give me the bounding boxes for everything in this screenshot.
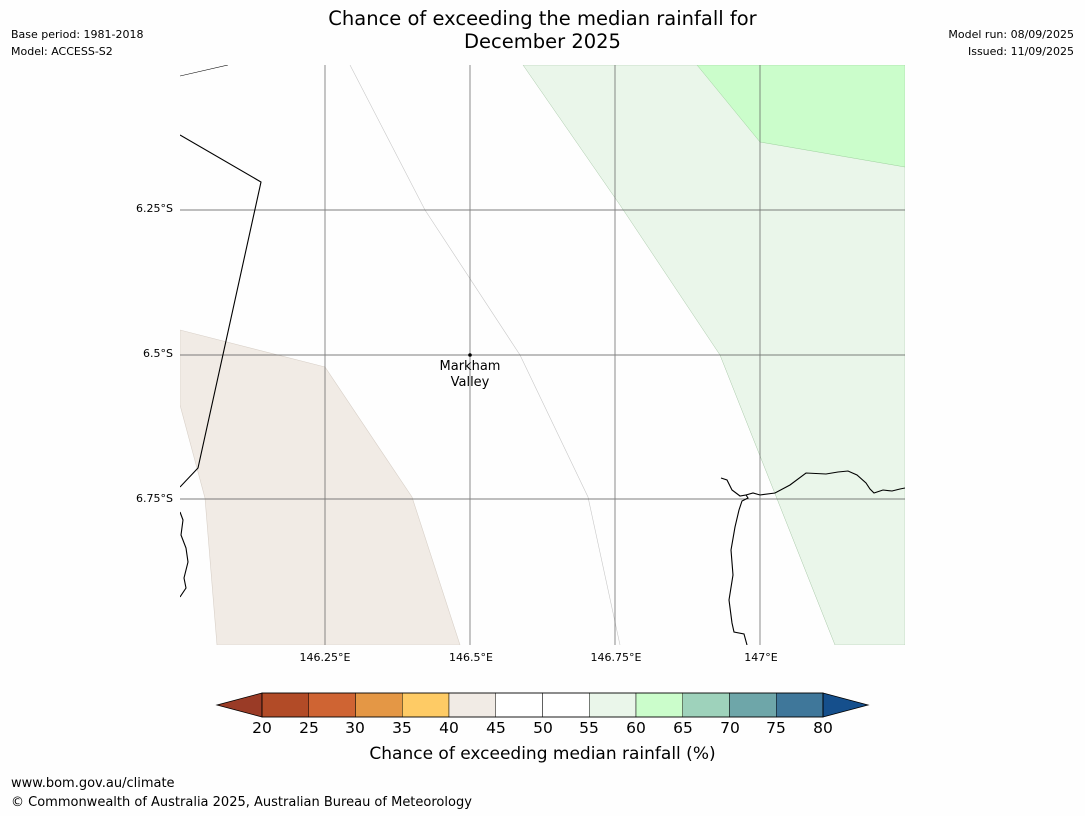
colorbar-bin-10 — [729, 692, 777, 718]
lat-label-6-25: 6.25°S — [136, 202, 173, 215]
colorbar-tick-50: 50 — [533, 719, 553, 737]
colorbar-bin-1 — [308, 692, 356, 718]
place-marker-dot — [468, 353, 472, 357]
colorbar-label: Chance of exceeding median rainfall (%) — [369, 744, 716, 764]
model-run-text: Model run: 08/09/2025 — [948, 28, 1074, 41]
colorbar-tick-40: 40 — [439, 719, 459, 737]
lon-label-146-75: 146.75°E — [590, 651, 642, 664]
map-title: Chance of exceeding the median rainfall … — [0, 7, 1085, 53]
colorbar-bin-4 — [448, 692, 496, 718]
coastline-right-north — [745, 470, 905, 496]
footer-website: www.bom.gov.au/climate — [11, 776, 175, 791]
colorbar-over-arrow — [822, 692, 870, 718]
colorbar-bin-11 — [776, 692, 824, 718]
map-title-line1: Chance of exceeding the median rainfall … — [328, 7, 757, 30]
region-40-45 — [180, 329, 461, 645]
lat-label-6-75: 6.75°S — [136, 492, 173, 505]
colorbar-outline — [261, 692, 824, 718]
footer: www.bom.gov.au/climate © Commonwealth of… — [11, 774, 472, 812]
colorbar-bin-2 — [355, 692, 403, 718]
colorbar-bin-3 — [402, 692, 450, 718]
issued-text: Issued: 11/09/2025 — [967, 45, 1074, 58]
colorbar-tick-70: 70 — [720, 719, 740, 737]
region-60-65 — [696, 65, 905, 168]
region-boundary-line — [180, 134, 262, 488]
map-panel — [180, 65, 905, 645]
lon-label-147: 147°E — [744, 651, 778, 664]
colorbar-tick-20: 20 — [252, 719, 272, 737]
colorbar-tick-45: 45 — [486, 719, 506, 737]
map-svg — [180, 65, 905, 645]
colorbar-bin-0 — [261, 692, 309, 718]
lon-label-146-25: 146.25°E — [299, 651, 351, 664]
colorbar — [215, 692, 870, 718]
map-title-line2: December 2025 — [464, 30, 621, 53]
lat-label-6-5: 6.5°S — [143, 347, 173, 360]
colorbar-bin-9 — [682, 692, 730, 718]
colorbar-tick-25: 25 — [299, 719, 319, 737]
place-label: Markham Valley — [410, 359, 530, 391]
boundary-top-fragment — [180, 65, 229, 77]
colorbar-tick-60: 60 — [626, 719, 646, 737]
colorbar-tick-55: 55 — [579, 719, 599, 737]
colorbar-tick-65: 65 — [673, 719, 693, 737]
coastline-left — [180, 511, 189, 598]
boundaries — [180, 65, 905, 645]
model-text: Model: ACCESS-S2 — [11, 45, 113, 58]
coastline-right — [720, 477, 749, 645]
base-period-text: Base period: 1981-2018 — [11, 28, 144, 41]
colorbar-bin-6 — [542, 692, 590, 718]
meta-left: Base period: 1981-2018 Model: ACCESS-S2 — [11, 26, 143, 60]
colorbar-bin-5 — [495, 692, 543, 718]
footer-copyright: © Commonwealth of Australia 2025, Austra… — [11, 795, 472, 810]
colorbar-tick-80: 80 — [813, 719, 833, 737]
place-label-line1: Markham — [439, 359, 501, 374]
colorbar-bin-8 — [635, 692, 683, 718]
colorbar-tick-75: 75 — [766, 719, 786, 737]
colorbar-under-arrow — [215, 692, 263, 718]
colorbar-bins — [261, 692, 824, 718]
meta-right: Model run: 08/09/2025 Issued: 11/09/2025 — [948, 26, 1074, 60]
colorbar-tick-30: 30 — [345, 719, 365, 737]
colorbar-tick-35: 35 — [392, 719, 412, 737]
place-label-line2: Valley — [450, 375, 490, 390]
lon-label-146-5: 146.5°E — [449, 651, 493, 664]
colorbar-bin-7 — [589, 692, 637, 718]
